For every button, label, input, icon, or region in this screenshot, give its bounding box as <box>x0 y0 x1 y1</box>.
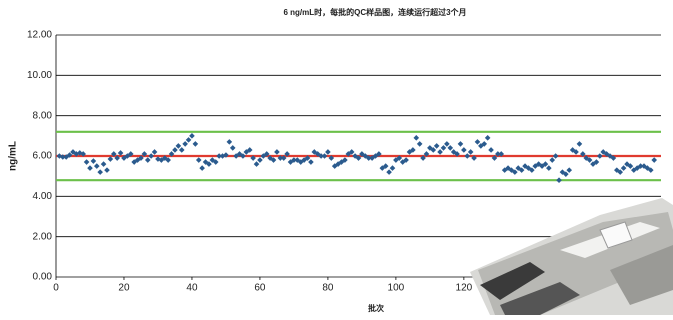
data-point <box>577 141 583 147</box>
x-tick-label: 80 <box>322 283 334 294</box>
data-point <box>549 157 555 163</box>
data-point <box>468 149 474 155</box>
data-point <box>227 139 233 145</box>
data-point <box>257 157 263 163</box>
y-tick-label: 0.00 <box>33 272 53 283</box>
data-point <box>189 133 195 139</box>
data-point <box>458 141 464 147</box>
data-point <box>461 147 467 153</box>
y-axis-label: ng/mL <box>8 141 19 171</box>
data-point <box>437 149 443 155</box>
data-point <box>485 135 491 141</box>
data-point <box>413 135 419 141</box>
x-tick-label: 0 <box>53 283 59 294</box>
page: 6 ng/mL时，每批的QC样品图，连续运行超过3个月 批次 ng/mL 0.0… <box>0 0 673 315</box>
data-point <box>386 169 392 175</box>
data-point <box>101 161 107 167</box>
data-point <box>104 167 110 173</box>
data-point <box>87 165 93 171</box>
data-point <box>182 141 188 147</box>
y-tick-label: 8.00 <box>33 110 53 121</box>
data-point <box>488 147 494 153</box>
data-point <box>196 157 202 163</box>
x-tick-label: 40 <box>186 283 198 294</box>
data-point <box>546 165 552 171</box>
y-tick-label: 6.00 <box>33 151 53 162</box>
instrument-photo <box>470 198 673 315</box>
x-tick-label: 60 <box>254 283 266 294</box>
data-point <box>417 141 423 147</box>
data-point <box>179 147 185 153</box>
data-point <box>91 158 97 164</box>
data-point <box>390 165 396 171</box>
data-point <box>308 159 314 165</box>
data-point <box>441 145 447 151</box>
x-tick-label: 20 <box>118 283 130 294</box>
data-point <box>475 139 481 145</box>
data-point <box>651 157 657 163</box>
chart-title: 6 ng/mL时，每批的QC样品图，连续运行超过3个月 <box>283 7 466 17</box>
data-point <box>145 157 151 163</box>
data-point <box>97 169 103 175</box>
data-point <box>152 149 158 155</box>
data-point <box>556 177 562 183</box>
data-point <box>322 153 328 159</box>
data-point <box>464 153 470 159</box>
y-tick-label: 4.00 <box>33 191 53 202</box>
data-point <box>597 153 603 159</box>
data-point <box>444 141 450 147</box>
data-point <box>94 163 100 169</box>
x-tick-label: 120 <box>456 283 473 294</box>
chart: 6 ng/mL时，每批的QC样品图，连续运行超过3个月 批次 ng/mL 0.0… <box>0 0 673 315</box>
data-point <box>84 159 90 165</box>
x-tick-label: 100 <box>388 283 405 294</box>
data-point <box>325 149 331 155</box>
data-point <box>230 145 236 151</box>
data-point <box>193 141 199 147</box>
data-point <box>566 167 572 173</box>
data-point <box>447 145 453 151</box>
data-point <box>274 149 280 155</box>
data-point <box>176 143 182 149</box>
data-point <box>148 153 154 159</box>
data-point <box>186 137 192 143</box>
data-point <box>553 153 559 159</box>
x-axis-label: 批次 <box>368 303 384 313</box>
y-tick-label: 12.00 <box>27 30 52 41</box>
data-point <box>254 161 260 167</box>
y-tick-label: 10.00 <box>27 70 52 81</box>
data-point <box>621 165 627 171</box>
data-point <box>199 165 205 171</box>
y-tick-label: 2.00 <box>33 231 53 242</box>
data-point <box>434 143 440 149</box>
data-point <box>172 147 178 153</box>
